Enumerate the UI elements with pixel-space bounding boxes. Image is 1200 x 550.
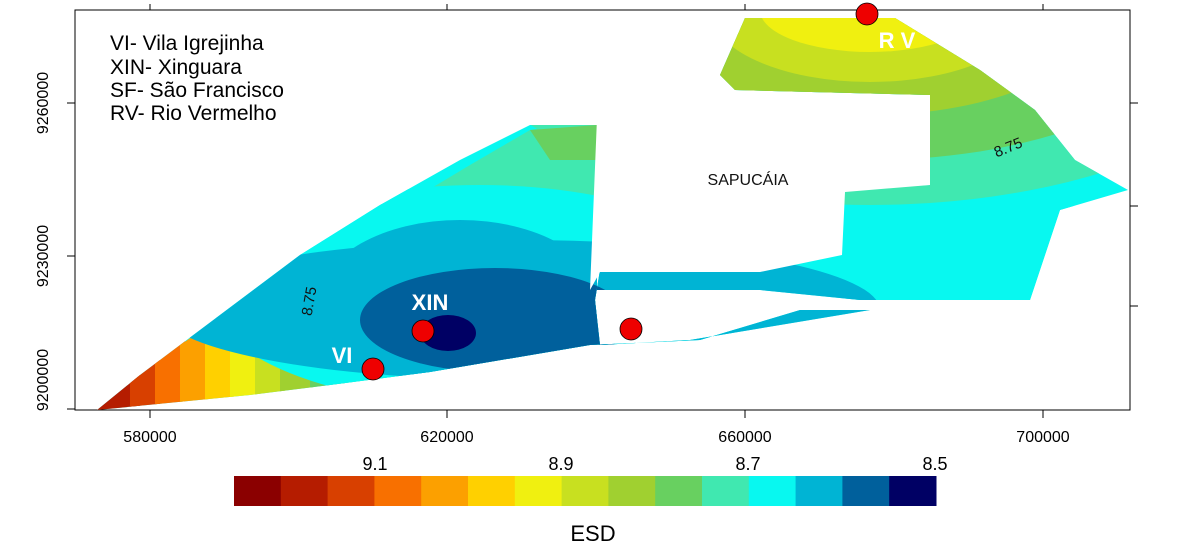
scale-tick-label-2: 8.9 <box>548 454 573 474</box>
city-label-sapucaia: SAPUCÁIA <box>708 170 789 189</box>
legend-entry-sf: SF- São Francisco <box>110 79 284 102</box>
x-tick-label-3: 660000 <box>718 429 771 446</box>
x-tick-label-2: 620000 <box>420 429 473 446</box>
point-label-vi: VI <box>332 343 353 368</box>
scale-title: ESD <box>570 521 615 546</box>
point-marker-xin[interactable] <box>411 319 435 343</box>
scale-swatch <box>561 476 609 506</box>
x-tick-label-1: 580000 <box>123 429 176 446</box>
point-marker-rv[interactable] <box>855 2 879 26</box>
band-west-2 <box>155 340 185 410</box>
scale-tick-label-4: 8.5 <box>922 454 947 474</box>
scale-swatch <box>327 476 375 506</box>
scale-swatch <box>842 476 890 506</box>
legend-entry-xin: XIN- Xinguara <box>110 56 242 79</box>
scale-swatch <box>748 476 797 506</box>
y-axis <box>67 102 1138 410</box>
y-tick-label-3: 9200000 <box>35 349 52 411</box>
scale-swatch <box>795 476 843 506</box>
y-tick-label-2: 9230000 <box>35 225 52 287</box>
scale-swatch <box>468 476 516 506</box>
y-tick-label-1: 9260000 <box>35 72 52 134</box>
legend-entry-rv: RV- Rio Vermelho <box>110 102 277 125</box>
scale-tick-label-3: 8.7 <box>735 454 760 474</box>
scale-swatch <box>608 476 656 506</box>
scale-swatch <box>702 476 750 506</box>
legend: VI- Vila Igrejinha XIN- Xinguara SF- São… <box>110 32 284 125</box>
point-marker-sf[interactable] <box>619 317 643 341</box>
scale-swatch <box>234 476 282 506</box>
point-marker-vi[interactable] <box>361 357 385 381</box>
band-upper-green <box>530 125 597 160</box>
point-label-sf: SF <box>654 306 682 331</box>
band-center-4 <box>420 315 476 351</box>
point-label-xin: XIN <box>412 290 449 315</box>
sample-points: XIN VI SF R V <box>332 2 916 381</box>
scale-swatch <box>374 476 422 506</box>
contour-label-west: 8.75 <box>299 285 321 317</box>
x-axis <box>149 4 1044 418</box>
scale-swatch <box>514 476 563 506</box>
band-center-3 <box>360 268 630 372</box>
x-tick-label-4: 700000 <box>1016 429 1069 446</box>
scale-swatch <box>889 476 937 506</box>
scale-swatch <box>421 476 469 506</box>
legend-entry-vi: VI- Vila Igrejinha <box>110 32 264 55</box>
scale-swatch <box>655 476 703 506</box>
color-scale-bar <box>234 476 937 506</box>
sapucaia-area <box>590 118 930 290</box>
scale-tick-label-1: 9.1 <box>362 454 387 474</box>
band-west-3 <box>180 325 210 410</box>
scale-swatch <box>280 476 329 506</box>
point-label-rv: R V <box>879 28 916 53</box>
